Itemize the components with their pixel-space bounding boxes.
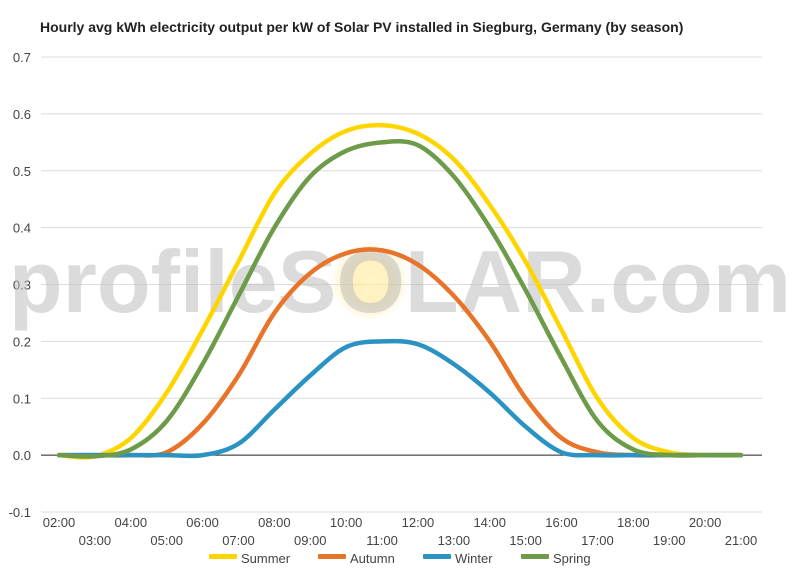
- x-tick-label: 16:00: [545, 515, 578, 530]
- x-tick-label: 09:00: [294, 533, 327, 548]
- legend-label: Spring: [553, 551, 591, 566]
- chart-title: Hourly avg kWh electricity output per kW…: [40, 19, 684, 35]
- y-tick-label: 0.3: [13, 278, 31, 293]
- x-tick-label: 21:00: [725, 533, 758, 548]
- watermark: profileSOLAR.com: [9, 232, 791, 331]
- x-tick-label: 10:00: [330, 515, 363, 530]
- x-tick-label: 03:00: [79, 533, 112, 548]
- x-tick-label: 12:00: [402, 515, 435, 530]
- series-line-winter: [56, 338, 744, 459]
- legend-swatch: [423, 554, 451, 559]
- series-line-spring: [56, 138, 744, 459]
- x-tick-label: 07:00: [222, 533, 255, 548]
- y-tick-label: -0.1: [9, 505, 31, 520]
- legend-item-summer: Summer: [209, 551, 291, 566]
- x-tick-label: 15:00: [509, 533, 542, 548]
- x-tick-label: 02:00: [43, 515, 76, 530]
- legend-swatch: [318, 554, 346, 559]
- x-tick-label: 11:00: [366, 533, 398, 548]
- x-tick-label: 20:00: [689, 515, 722, 530]
- x-tick-label: 05:00: [150, 533, 183, 548]
- legend-item-winter: Winter: [423, 551, 493, 566]
- legend-swatch: [521, 554, 549, 559]
- y-tick-label: 0.0: [13, 448, 31, 463]
- y-tick-label: 0.2: [13, 334, 31, 349]
- series-layer: [56, 122, 744, 460]
- x-tick-label: 08:00: [258, 515, 291, 530]
- x-axis: 02:0003:0004:0005:0006:0007:0008:0009:00…: [43, 515, 758, 548]
- x-tick-label: 18:00: [617, 515, 650, 530]
- legend-label: Autumn: [350, 551, 395, 566]
- y-tick-label: 0.7: [13, 50, 31, 65]
- y-tick-label: 0.1: [13, 391, 31, 406]
- x-tick-label: 06:00: [186, 515, 219, 530]
- watermark-text: profileSOLAR.com: [9, 232, 791, 331]
- series-line-summer: [56, 122, 744, 460]
- x-tick-label: 19:00: [653, 533, 686, 548]
- legend-label: Summer: [241, 551, 291, 566]
- legend: Summer Autumn Winter Spring: [209, 551, 591, 566]
- legend-label: Winter: [455, 551, 493, 566]
- y-axis: 0.7 0.6 0.5 0.4 0.3 0.2 0.1 0.0 -0.1: [9, 50, 31, 520]
- x-tick-label: 13:00: [438, 533, 471, 548]
- legend-item-autumn: Autumn: [318, 551, 395, 566]
- x-tick-label: 17:00: [581, 533, 614, 548]
- x-tick-label: 14:00: [473, 515, 506, 530]
- legend-item-spring: Spring: [521, 551, 591, 566]
- watermark-sun-icon: [330, 241, 410, 321]
- y-tick-label: 0.4: [13, 221, 31, 236]
- legend-swatch: [209, 554, 237, 559]
- y-tick-label: 0.6: [13, 107, 31, 122]
- y-tick-label: 0.5: [13, 164, 31, 179]
- x-tick-label: 04:00: [115, 515, 148, 530]
